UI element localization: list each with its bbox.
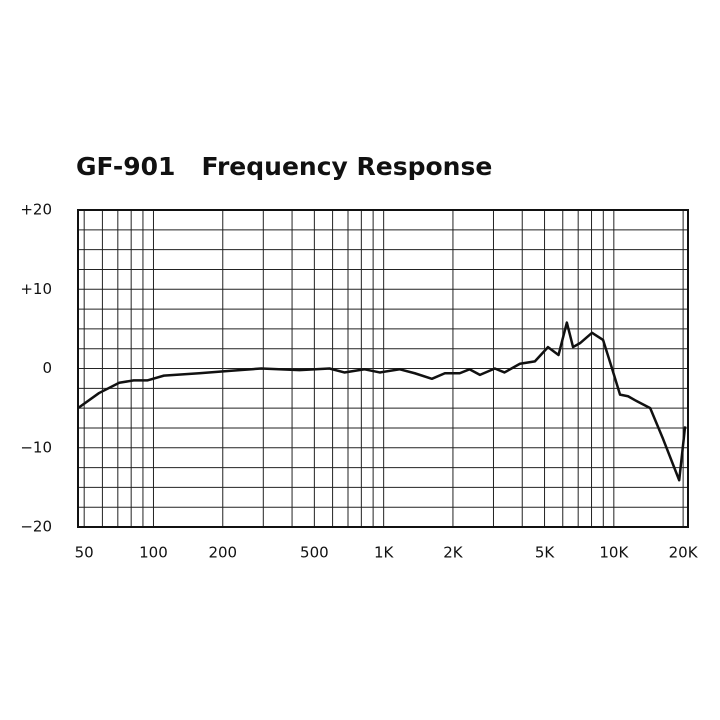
x-tick-label: 200 <box>208 544 237 562</box>
x-tick-label: 100 <box>139 544 168 562</box>
response-curve <box>77 321 687 482</box>
plot-frame <box>77 209 689 528</box>
x-tick-label: 2K <box>443 544 464 562</box>
y-tick-label: −20 <box>20 518 52 536</box>
x-tick-label: 500 <box>300 544 329 562</box>
y-tick-label: 0 <box>42 359 52 377</box>
y-tick-label: −10 <box>20 438 52 456</box>
x-tick-label: 50 <box>75 544 94 562</box>
x-tick-label: 20K <box>669 544 699 562</box>
x-tick-label: 5K <box>535 544 556 562</box>
chart-title: GF-901 Frequency Response <box>76 152 492 181</box>
y-tick-label: +10 <box>20 280 52 298</box>
y-tick-label: +20 <box>20 201 52 219</box>
x-tick-label: 10K <box>599 544 629 562</box>
x-tick-label: 1K <box>374 544 395 562</box>
